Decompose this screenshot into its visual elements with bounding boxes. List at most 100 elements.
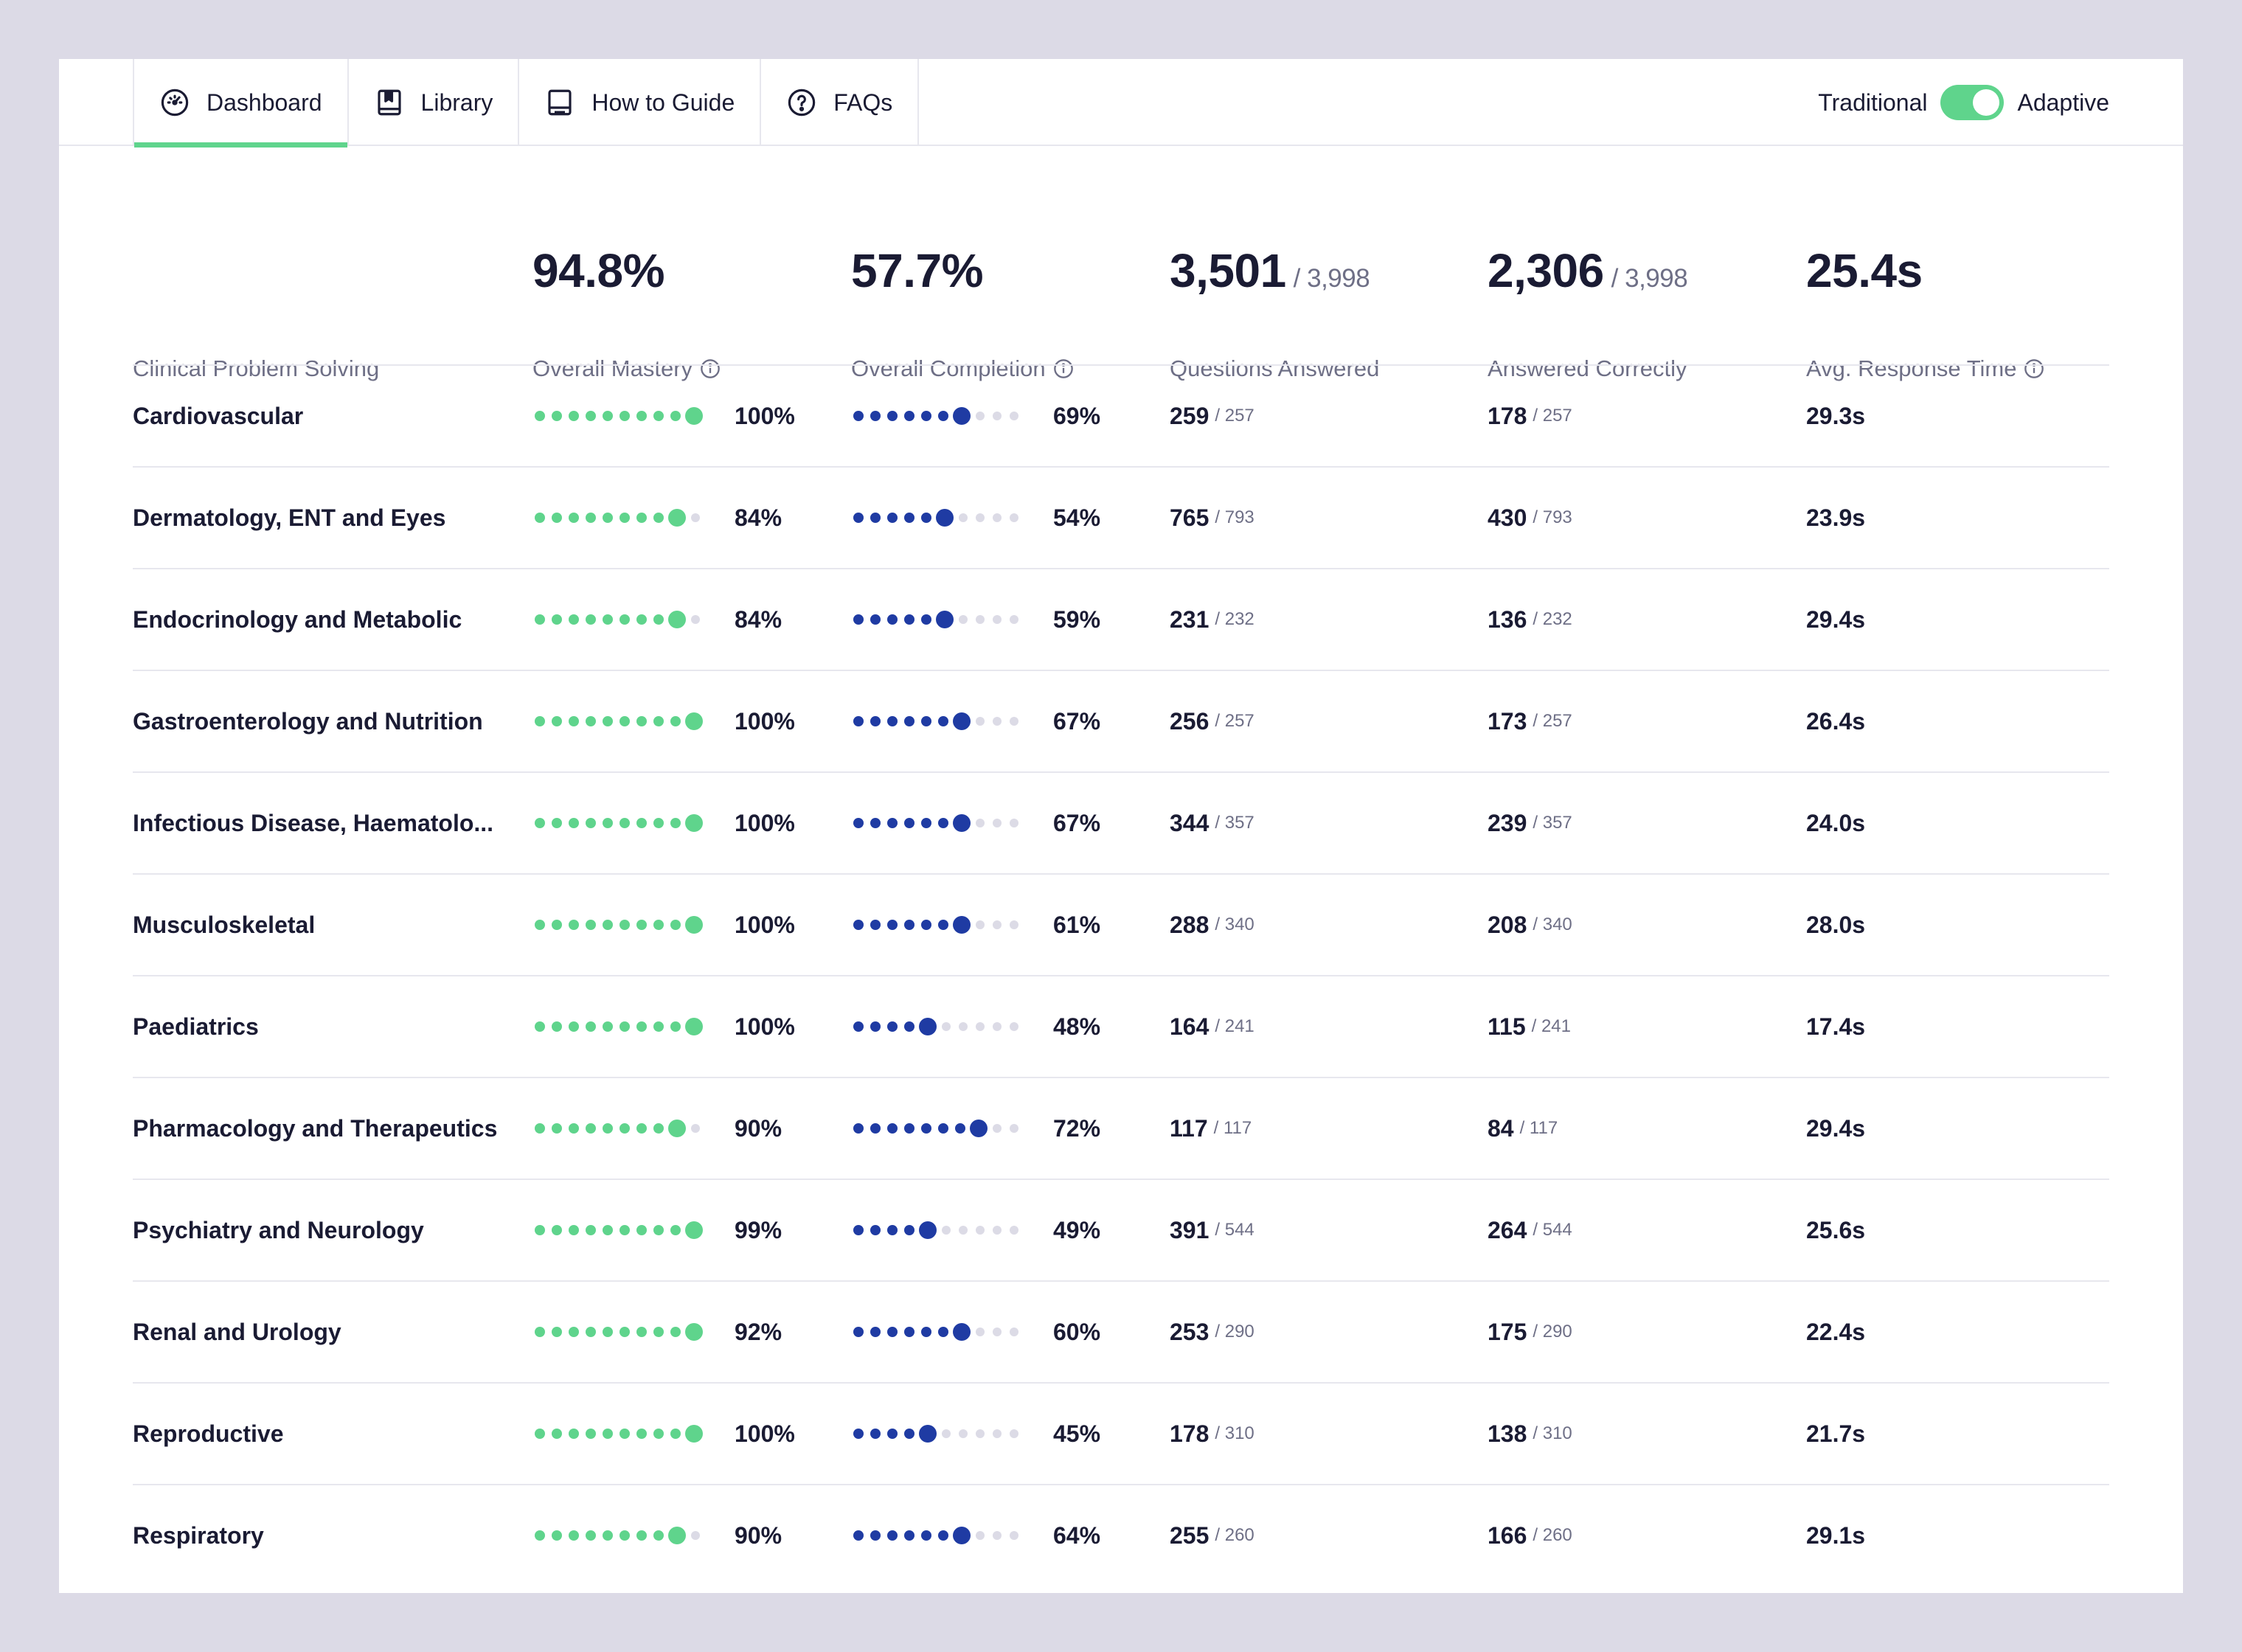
progress-dot-filled — [552, 411, 562, 421]
progress-dot-empty — [1010, 1429, 1018, 1438]
mastery-cell: 100% — [532, 773, 795, 873]
completion-cell: 69% — [851, 366, 1100, 466]
progress-dot-empty — [691, 1531, 700, 1540]
progress-dot-filled — [670, 716, 681, 726]
progress-dot-filled — [953, 814, 971, 832]
progress-dot-filled — [919, 1221, 937, 1239]
response-time: 29.4s — [1806, 1114, 1866, 1142]
tab-label: Dashboard — [206, 88, 322, 116]
progress-dot-filled — [603, 920, 613, 930]
table-row[interactable]: Musculoskeletal 100% 61% 288/ 340 208/ 340 28… — [133, 875, 2109, 976]
progress-dot-filled — [535, 818, 545, 828]
progress-dot-empty — [942, 1226, 951, 1235]
progress-dot-filled — [670, 1021, 681, 1032]
progress-dot-filled — [586, 716, 596, 726]
table-row[interactable]: Endocrinology and Metabolic 84% 59% 231/ 23… — [133, 569, 2109, 671]
answered-total: / 340 — [1215, 914, 1254, 934]
table-row[interactable]: Pharmacology and Therapeutics 90% 72% 117/ … — [133, 1078, 2109, 1180]
mode-switch: Traditional Adaptive — [1818, 59, 2109, 146]
progress-dot-empty — [976, 513, 985, 522]
completion-cell: 67% — [851, 773, 1100, 873]
progress-dot-empty — [993, 920, 1002, 929]
mastery-dots — [535, 1527, 700, 1544]
progress-dot-filled — [569, 920, 579, 930]
progress-dot-filled — [921, 1327, 931, 1337]
answered-count: 344 — [1170, 809, 1210, 836]
tab-how-to-guide[interactable]: How to Guide — [519, 59, 762, 146]
progress-dot-filled — [936, 509, 954, 527]
mastery-percent: 90% — [735, 1114, 782, 1142]
correct-count: 136 — [1488, 605, 1527, 633]
topic-name: Dermatology, ENT and Eyes — [133, 504, 446, 531]
mode-label-adaptive[interactable]: Adaptive — [2017, 88, 2109, 116]
mastery-dots — [535, 712, 703, 730]
stat-denominator: / 3,998 — [1293, 264, 1370, 293]
mode-toggle[interactable] — [1940, 85, 2005, 120]
progress-dot-empty — [1010, 1226, 1018, 1235]
mastery-percent: 90% — [735, 1521, 782, 1549]
table-row[interactable]: Infectious Disease, Haematolo... 100% 67% 3… — [133, 773, 2109, 875]
progress-dot-empty — [993, 1226, 1002, 1235]
tab-dashboard[interactable]: Dashboard — [133, 59, 349, 148]
correct-total: / 232 — [1533, 609, 1572, 629]
correct-count: 239 — [1488, 809, 1527, 836]
progress-dot-filled — [670, 1327, 681, 1337]
completion-percent: 59% — [1053, 605, 1101, 633]
stat-number: 3,501 — [1170, 244, 1286, 297]
table-row[interactable]: Respiratory 90% 64% 255/ 260 166/ 260 29.1s — [133, 1485, 2109, 1587]
answered-total: / 544 — [1215, 1220, 1254, 1240]
progress-dot-filled — [921, 614, 931, 625]
progress-dot-filled — [685, 1425, 703, 1443]
correct-total: / 544 — [1533, 1220, 1572, 1240]
progress-dot-filled — [603, 1123, 613, 1134]
progress-dot-filled — [636, 920, 647, 930]
table-row[interactable]: Dermatology, ENT and Eyes 84% 54% 765/ 793 4… — [133, 468, 2109, 569]
mastery-percent: 84% — [735, 605, 782, 633]
response-time: 24.0s — [1806, 809, 1866, 836]
correct-cell: 136 / 232 — [1488, 569, 1572, 670]
progress-dot-filled — [921, 818, 931, 828]
completion-dots — [853, 1018, 1018, 1035]
progress-dot-filled — [938, 818, 948, 828]
table-row[interactable]: Gastroenterology and Nutrition 100% 67% 256… — [133, 671, 2109, 773]
progress-dot-empty — [976, 1328, 985, 1336]
mastery-dots — [535, 1323, 703, 1341]
progress-dot-empty — [1010, 819, 1018, 827]
correct-cell: 264 / 544 — [1488, 1180, 1572, 1280]
answered-count: 117 — [1170, 1114, 1208, 1142]
progress-dot-filled — [636, 1429, 647, 1439]
stat-mastery: 94.8% Overall Mastery — [532, 243, 720, 381]
table-row[interactable]: Reproductive 100% 45% 178/ 310 138/ 310 21.7s — [133, 1384, 2109, 1485]
progress-dot-filled — [936, 611, 954, 628]
progress-dot-filled — [685, 712, 703, 730]
mastery-percent: 100% — [735, 809, 795, 836]
completion-percent: 67% — [1053, 809, 1101, 836]
progress-dot-filled — [870, 1225, 881, 1235]
table-row[interactable]: Psychiatry and Neurology 99% 49% 391/ 544 26… — [133, 1180, 2109, 1282]
progress-dot-filled — [620, 716, 630, 726]
completion-percent: 61% — [1053, 911, 1101, 938]
answered-cell: 391/ 544 — [1170, 1180, 1254, 1280]
tab-library[interactable]: Library — [349, 59, 520, 146]
progress-dot-filled — [653, 818, 664, 828]
progress-dot-filled — [535, 614, 545, 625]
table-row[interactable]: Paediatrics 100% 48% 164/ 241 115/ 241 17.4s — [133, 976, 2109, 1078]
progress-dot-filled — [904, 513, 914, 523]
progress-dot-empty — [959, 1226, 968, 1235]
table-row[interactable]: Renal and Urology 92% 60% 253/ 290 175/ 290 2… — [133, 1282, 2109, 1384]
correct-count: 178 — [1488, 402, 1527, 429]
mode-label-traditional[interactable]: Traditional — [1818, 88, 1928, 116]
progress-dot-filled — [569, 1123, 579, 1134]
table-row[interactable]: Cardiovascular 100% 69% 259/ 257 178/ 257 29.… — [133, 366, 2109, 468]
progress-dot-filled — [653, 1225, 664, 1235]
progress-dot-filled — [603, 614, 613, 625]
completion-dots — [853, 611, 1018, 628]
topic-name: Cardiovascular — [133, 402, 304, 429]
progress-dot-filled — [887, 1530, 898, 1541]
correct-count: 166 — [1488, 1521, 1527, 1549]
topic-name: Musculoskeletal — [133, 911, 316, 938]
tab-faqs[interactable]: FAQs — [761, 59, 920, 146]
progress-dot-filled — [569, 818, 579, 828]
answered-count: 231 — [1170, 605, 1210, 633]
correct-cell: 178 / 257 — [1488, 366, 1572, 466]
